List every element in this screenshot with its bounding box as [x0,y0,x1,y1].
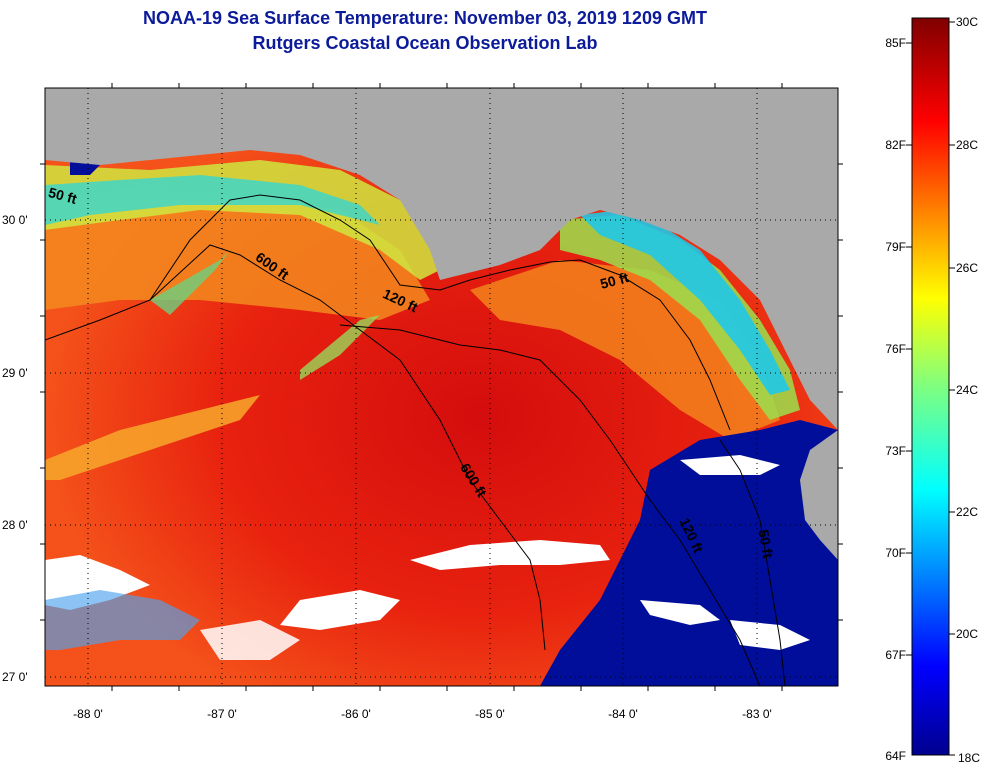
frame-ticks [40,83,843,691]
contour-label: 50 ft [756,528,777,559]
green-nearshore-east [560,215,800,420]
fahrenheit-label: 79F [885,240,906,254]
fahrenheit-label: 67F [885,648,906,662]
colorbar: 85F 82F 79F 76F 73F 70F 67F 64F 30C 28C … [885,15,980,765]
cool-filament [150,250,230,315]
cloud-region [640,600,720,625]
contour-50ft [45,194,731,431]
contour-label: 50 ft [47,184,79,207]
longitude-tick-label: -88 0' [73,707,103,721]
title-line-2: Rutgers Coastal Ocean Observation Lab [252,33,598,53]
colorbar-celsius-labels: 30C 28C 26C 24C 22C 20C 18C [956,15,980,765]
longitude-tick-label: -87 0' [207,707,237,721]
cool-filament [300,315,380,380]
colorbar-gradient [911,17,950,756]
fahrenheit-label: 85F [885,36,906,50]
latitude-tick-label: 29 0' [2,366,28,380]
cool-filament [45,395,260,480]
colorbar-fahrenheit-labels: 85F 82F 79F 76F 73F 70F 67F 64F [885,36,906,763]
celsius-label: 30C [956,15,978,29]
contour-label: 50 ft [598,269,630,292]
longitude-ticks: -88 0' -87 0' -86 0' -85 0' -84 0' -83 0… [73,707,772,721]
contour-50ft [719,439,786,686]
fahrenheit-label: 70F [885,546,906,560]
land-region [45,88,838,430]
cloud-region [680,455,780,475]
cyan-nearshore-east [580,210,790,395]
colorbar-ticks [906,21,955,756]
cloud-region [730,620,810,650]
latitude-tick-label: 28 0' [2,518,28,532]
celsius-label: 28C [956,138,978,152]
celsius-label: 24C [956,383,978,397]
contour-120ft [339,324,761,686]
map-area [45,88,838,686]
celsius-label: 26C [956,261,978,275]
longitude-tick-label: -83 0' [742,707,772,721]
celsius-label: 18C [958,751,980,765]
cloud-region [200,620,300,660]
fahrenheit-label: 82F [885,138,906,152]
lat-lon-grid [45,88,838,686]
latitude-tick-label: 30 0' [2,213,28,227]
cold-water-region [540,420,838,686]
longitude-tick-label: -85 0' [475,707,505,721]
patchy-cloud-band [45,590,200,650]
longitude-tick-label: -86 0' [341,707,371,721]
longitude-tick-label: -84 0' [608,707,638,721]
land-region [800,430,838,560]
latitude-ticks: 30 0' 29 0' 28 0' 27 0' [2,213,28,684]
cloud-region [280,590,400,630]
cyan-nearshore-west [45,175,380,225]
latitude-tick-label: 27 0' [2,670,28,684]
fahrenheit-label: 64F [885,749,906,763]
fahrenheit-label: 73F [885,444,906,458]
contour-600ft [149,244,546,651]
cloud-region [410,540,610,570]
celsius-label: 20C [956,627,978,641]
map-frame [44,87,839,687]
fahrenheit-label: 76F [885,342,906,356]
celsius-label: 22C [956,505,978,519]
title-line-1: NOAA-19 Sea Surface Temperature: Novembe… [143,8,707,28]
